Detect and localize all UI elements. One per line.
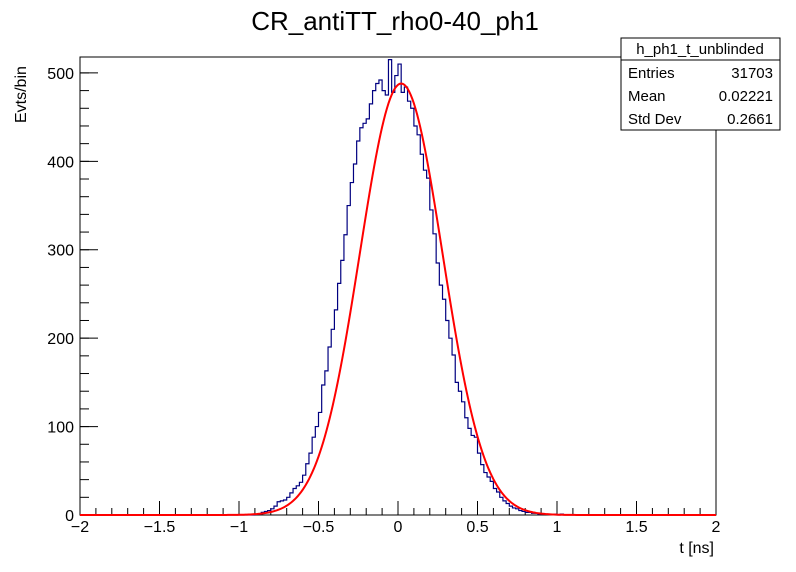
axis-ticks: −2 −1.5 −1 −0.5 0 0.5 1 1.5 2 0 100 200 300 400 500 xyxy=(47,66,720,536)
stats-stddev-label: Std Dev xyxy=(628,111,682,128)
stats-stddev-value: 0.2661 xyxy=(727,111,773,128)
stats-box-frame xyxy=(620,37,781,131)
y-tick-label: 500 xyxy=(47,66,74,83)
x-tick-label: 2 xyxy=(712,519,721,536)
x-tick-label: −2 xyxy=(71,519,89,536)
x-tick-label: −1.5 xyxy=(144,519,176,536)
x-tick-label: 1 xyxy=(553,519,562,536)
stats-mean-label: Mean xyxy=(628,88,666,105)
fit-curve xyxy=(80,82,716,516)
stats-entries-label: Entries xyxy=(628,65,675,82)
y-tick-label: 0 xyxy=(65,508,74,525)
y-tick-label: 400 xyxy=(47,154,74,171)
stats-entries-value: 31703 xyxy=(731,65,773,82)
x-tick-label: 1.5 xyxy=(625,519,647,536)
x-tick-label: 0 xyxy=(394,519,403,536)
chart-title: CR_antiTT_rho0-40_ph1 xyxy=(251,6,539,36)
x-tick-label: 0.5 xyxy=(466,519,488,536)
fit-series xyxy=(80,82,716,516)
y-tick-label: 300 xyxy=(47,243,74,260)
x-tick-label: −0.5 xyxy=(303,519,335,536)
x-axis-label: t [ns] xyxy=(679,540,714,557)
y-tick-label: 100 xyxy=(47,420,74,437)
stats-mean-value: 0.02221 xyxy=(719,88,773,105)
x-tick-label: −1 xyxy=(230,519,248,536)
y-axis-label: Evts/bin xyxy=(13,66,30,123)
y-tick-label: 200 xyxy=(47,331,74,348)
stats-box: h_ph1_t_unblinded Entries 31703 Mean 0.0… xyxy=(620,37,781,131)
stats-box-name: h_ph1_t_unblinded xyxy=(636,41,764,58)
